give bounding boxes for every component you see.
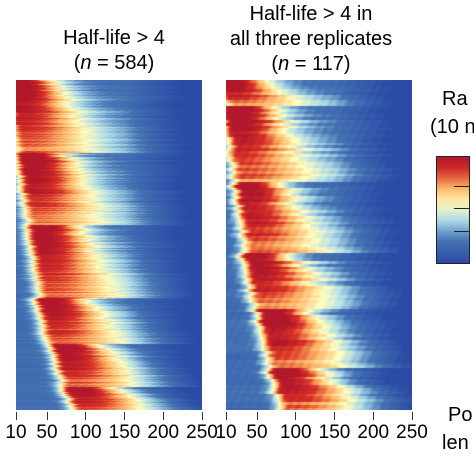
- heatmap-cells-panel-1: [16, 80, 202, 410]
- x-tick-label: 100: [279, 422, 312, 443]
- x-tick-mark: [46, 412, 48, 420]
- legend-title-line1: Ra: [442, 88, 468, 110]
- x-tick-label: 200: [357, 422, 390, 443]
- x-tick-label: 150: [108, 422, 141, 443]
- colorbar-tick: [454, 208, 470, 209]
- x-tick-mark: [295, 412, 297, 420]
- panel-1-title: Half-life > 4 (n = 584): [16, 26, 212, 76]
- colorbar-tick: [454, 186, 470, 187]
- x-tick-mark: [225, 412, 227, 420]
- heatmap-panel-2: [226, 80, 412, 410]
- x-tick-mark: [15, 412, 17, 420]
- x-axis-label-line1: Po: [448, 404, 473, 426]
- panel-2-title-line2: all three replicates: [229, 28, 393, 50]
- x-tick-mark: [124, 412, 125, 420]
- colorbar: [436, 156, 470, 264]
- x-tick-label: 100: [69, 422, 102, 443]
- x-tick-label: 50: [36, 422, 58, 443]
- x-tick-mark: [256, 412, 258, 420]
- x-tick-mark: [201, 412, 203, 420]
- x-tick-mark: [334, 412, 335, 420]
- x-tick-label: 10: [5, 422, 27, 443]
- x-tick-label: 250: [186, 422, 218, 443]
- x-axis-label-line2: len: [442, 432, 469, 454]
- legend-title-line2: (10 n: [430, 116, 474, 138]
- colorbar-tick: [454, 231, 470, 232]
- x-tick-mark: [411, 412, 413, 420]
- panel-2-title-line1: Half-life > 4 in: [249, 3, 373, 25]
- x-tick-label: 250: [396, 422, 428, 443]
- x-tick-mark: [162, 412, 164, 420]
- x-tick-label: 50: [246, 422, 268, 443]
- x-tick-label: 10: [215, 422, 237, 443]
- heatmap-panel-1: [16, 80, 202, 410]
- panel-1-title-line1: Half-life > 4: [63, 27, 165, 49]
- panel-2-title: Half-life > 4 in all three replicates (n…: [206, 2, 416, 77]
- x-tick-label: 200: [147, 422, 180, 443]
- x-tick-label: 150: [318, 422, 351, 443]
- panel-1-n-label: (n = 584): [73, 52, 155, 74]
- x-tick-mark: [372, 412, 374, 420]
- heatmap-cells-panel-2: [226, 80, 412, 410]
- x-tick-mark: [85, 412, 87, 420]
- panel-2-n-label: (n = 117): [271, 53, 351, 75]
